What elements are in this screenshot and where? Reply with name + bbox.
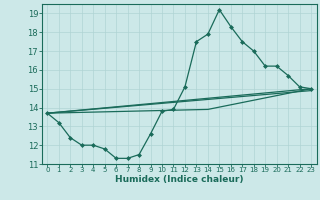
X-axis label: Humidex (Indice chaleur): Humidex (Indice chaleur) — [115, 175, 244, 184]
